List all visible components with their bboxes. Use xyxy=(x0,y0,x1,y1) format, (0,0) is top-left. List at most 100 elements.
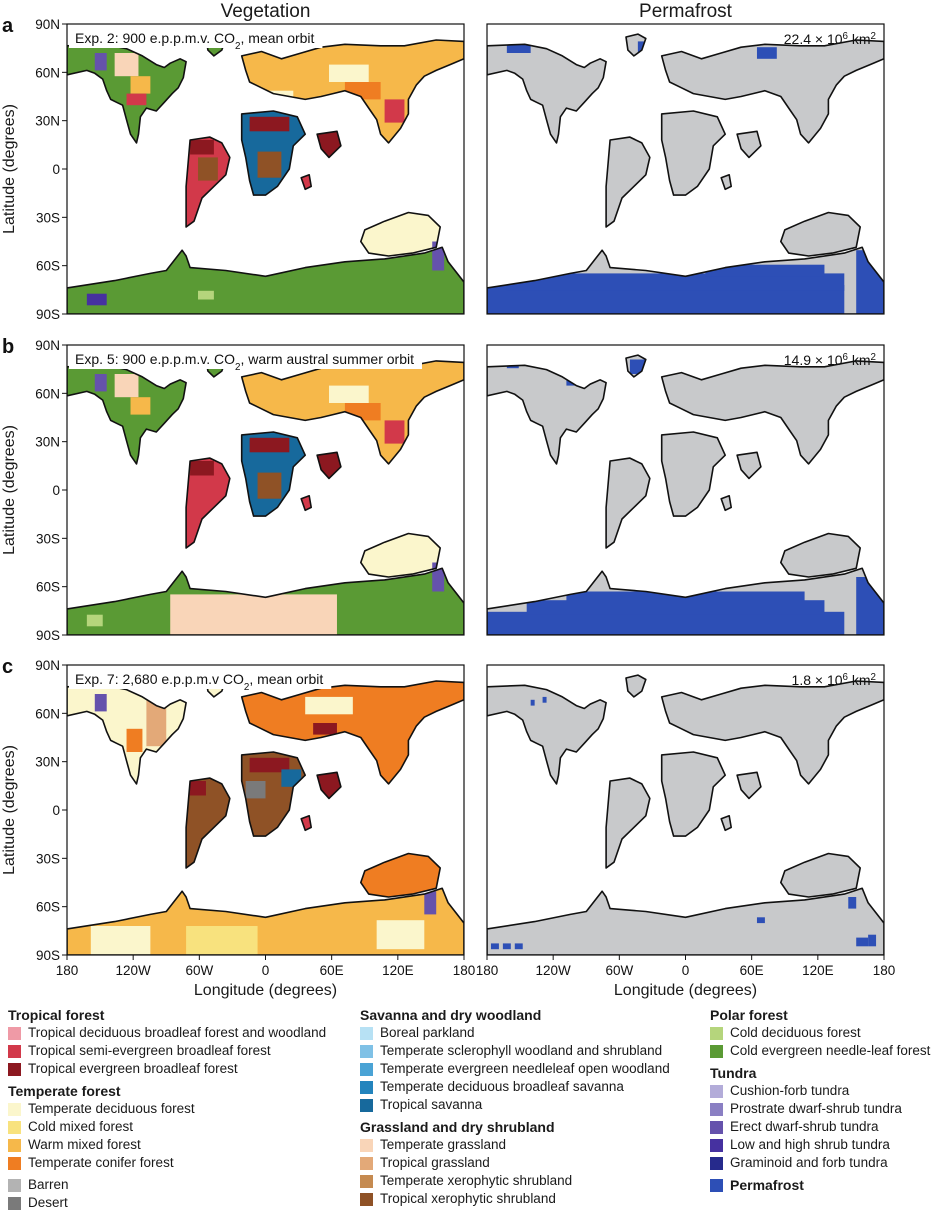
coastline xyxy=(779,211,862,257)
land-southAmerica xyxy=(606,458,650,548)
legend-item-label: Graminoid and forb tundra xyxy=(730,1155,888,1170)
y-axis-label: Latitude (degrees) xyxy=(1,425,18,555)
land-southAmerica xyxy=(186,137,230,227)
label-background xyxy=(69,26,323,48)
y-axis-label: Latitude (degrees) xyxy=(1,745,18,875)
legend-item-label: Cold deciduous forest xyxy=(730,1025,861,1040)
legend-item-label: Temperate deciduous forest xyxy=(28,1101,195,1116)
y-tick-label: 90S xyxy=(36,948,60,963)
legend-swatch xyxy=(710,1120,723,1134)
label-background xyxy=(69,347,422,369)
legend-group-title: Grassland and dry shrubland xyxy=(360,1119,555,1135)
vegetation-patch xyxy=(130,397,151,415)
land-southAmerica xyxy=(186,778,230,868)
legend-item-label: Cold mixed forest xyxy=(28,1119,134,1134)
panel-perm-c: 1.8 × 106 km2 xyxy=(486,664,885,956)
panel-veg-c: Exp. 7: 2,680 e.p.p.m.v CO2, mean orbit xyxy=(66,664,465,956)
legend-swatch xyxy=(8,1196,21,1210)
x-tick-label: 180 xyxy=(476,963,499,978)
x-tick-label: 120E xyxy=(802,963,834,978)
legend-group-title: Polar forest xyxy=(710,1007,788,1023)
label-background xyxy=(69,667,332,689)
coastline xyxy=(487,567,884,635)
vegetation-patch xyxy=(186,781,206,796)
vegetation-patch xyxy=(94,694,107,712)
land-northAmerica xyxy=(487,365,607,464)
legend-swatch xyxy=(360,1174,373,1188)
permafrost-area xyxy=(756,917,765,924)
legend-swatch xyxy=(360,1044,373,1058)
legend-swatch xyxy=(8,1156,21,1170)
legend-item-label: Desert xyxy=(28,1195,68,1210)
coastline xyxy=(660,751,727,837)
vegetation-patch xyxy=(281,769,302,787)
land-southAmerica xyxy=(606,137,650,227)
panel-frame xyxy=(486,344,885,636)
y-tick-label: 60N xyxy=(35,65,60,80)
coastline xyxy=(736,771,762,800)
vegetation-patch xyxy=(257,151,282,178)
vegetation-patch xyxy=(190,140,214,155)
legend-item: Prostrate dwarf-shrub tundra xyxy=(710,1100,930,1118)
coastline xyxy=(185,457,231,549)
land-eurasia xyxy=(661,40,884,143)
vegetation-patch xyxy=(190,461,214,476)
map-figure: Vegetation Permafrost Exp. 2: 900 e.p.p.m.… xyxy=(1,1,896,999)
land-madagascar xyxy=(301,815,312,831)
vegetation-patch xyxy=(376,920,425,950)
coastline xyxy=(625,674,647,698)
x-tick-label: 60W xyxy=(605,963,633,978)
permafrost-area xyxy=(526,600,825,615)
vegetation-patch xyxy=(249,116,290,132)
legend-item-label: Temperate conifer forest xyxy=(28,1155,174,1170)
legend-item-label: Tropical deciduous broadleaf forest and … xyxy=(28,1025,327,1040)
legend-item: Temperate deciduous forest xyxy=(8,1100,326,1118)
panel-veg-a: Exp. 2: 900 e.p.p.m.v. CO2, mean orbit xyxy=(66,23,465,315)
vegetation-patch xyxy=(114,374,139,398)
coastline xyxy=(359,532,442,578)
y-tick-label: 90N xyxy=(35,338,60,353)
experiment-label: Exp. 5: 900 e.p.p.m.v. CO2, warm austral… xyxy=(75,351,414,373)
legend-swatch xyxy=(360,1062,373,1076)
coastline xyxy=(359,211,442,257)
legend-item: Boreal parkland xyxy=(360,1024,670,1042)
vegetation-patch xyxy=(305,914,365,938)
legend-item: Barren xyxy=(8,1176,326,1194)
coastline xyxy=(359,852,442,898)
land-madagascar xyxy=(721,815,732,831)
vegetation-patch xyxy=(269,90,294,97)
permafrost-area xyxy=(530,699,535,706)
legend-item: Tropical xerophytic shrubland xyxy=(360,1190,670,1208)
permafrost-area xyxy=(514,943,523,950)
legend-column: Tropical forest Tropical deciduous broadl… xyxy=(8,1006,326,1212)
land-antarctica xyxy=(67,247,464,314)
y-tick-label: 30S xyxy=(36,210,60,225)
permafrost-area xyxy=(506,44,531,53)
coastline xyxy=(67,887,464,955)
legend-item: Low and high shrub tundra xyxy=(710,1136,930,1154)
legend-item: Temperate grassland xyxy=(360,1136,670,1154)
legend-swatch xyxy=(710,1178,723,1192)
legend-item: Temperate xerophytic shrubland xyxy=(360,1172,670,1190)
permafrost-area-label: 14.9 × 106 km2 xyxy=(784,352,876,369)
legend-swatch xyxy=(710,1138,723,1152)
coastline xyxy=(487,364,607,465)
coastline xyxy=(300,814,313,832)
vegetation-patch xyxy=(432,241,445,271)
vegetation-patch xyxy=(384,99,405,123)
legend-swatch xyxy=(710,1044,723,1058)
y-tick-label: 90S xyxy=(36,307,60,322)
vegetation-patch xyxy=(130,76,151,94)
legend-item-label: Tropical semi-evergreen broadleaf forest xyxy=(28,1043,271,1058)
legend-swatch xyxy=(8,1062,21,1076)
x-tick-label: 60W xyxy=(185,963,213,978)
legend-item-label: Cold evergreen needle-leaf forest xyxy=(730,1043,931,1058)
legend-swatch xyxy=(8,1026,21,1040)
x-tick-label: 180 xyxy=(873,963,896,978)
legend-swatch xyxy=(8,1044,21,1058)
permafrost-area xyxy=(487,611,845,635)
coastline xyxy=(736,130,762,159)
y-tick-label: 30S xyxy=(36,851,60,866)
legend-group-title: Savanna and dry woodland xyxy=(360,1007,542,1023)
x-tick-label: 0 xyxy=(682,963,690,978)
